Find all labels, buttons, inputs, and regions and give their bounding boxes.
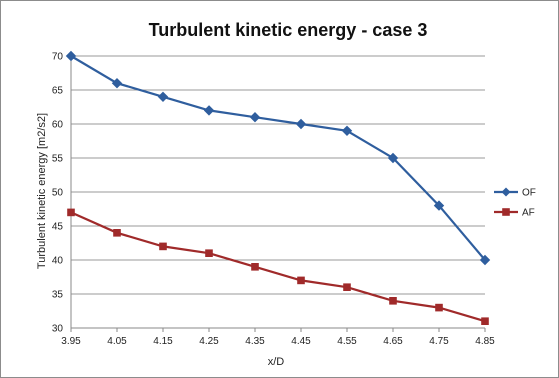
y-tick-label: 60 <box>52 120 64 131</box>
data-point <box>297 276 305 285</box>
x-tick-label: 4.55 <box>337 336 357 347</box>
data-point <box>65 50 77 62</box>
data-point <box>433 200 445 211</box>
y-tick-label: 70 <box>52 52 64 63</box>
data-point <box>479 254 491 266</box>
legend-item-af: AF <box>494 208 535 219</box>
x-tick-labels: 3.95 4.05 4.15 4.25 4.35 4.45 4.55 4.65 4.75 4.85 <box>61 336 495 347</box>
legend-marker <box>502 208 510 216</box>
y-tick-label: 50 <box>52 188 64 199</box>
y-tick-label: 65 <box>52 86 64 97</box>
y-tick-labels: 30 35 40 45 50 55 60 65 70 <box>52 52 64 335</box>
data-point <box>67 208 75 217</box>
series-line <box>70 211 486 323</box>
data-point <box>481 317 489 325</box>
x-tick-label: 4.75 <box>429 336 449 347</box>
series-af <box>67 208 489 325</box>
x-tick-label: 4.15 <box>153 336 173 347</box>
legend-label: OF <box>522 188 536 199</box>
data-point <box>343 283 351 291</box>
data-point <box>111 77 123 89</box>
data-point <box>387 152 399 164</box>
x-axis-label: x/D <box>268 356 285 368</box>
legend-item-of: OF <box>494 187 536 199</box>
x-tick-label: 4.25 <box>199 336 219 347</box>
series <box>65 50 491 325</box>
x-tick-label: 4.45 <box>291 336 311 347</box>
data-point <box>113 229 121 237</box>
chart-title: Turbulent kinetic energy - case 3 <box>149 20 428 40</box>
x-tick-label: 4.05 <box>107 336 127 347</box>
data-point <box>341 125 353 137</box>
series-line <box>70 55 486 261</box>
y-tick-label: 55 <box>52 154 64 165</box>
x-tick-label: 4.35 <box>245 336 265 347</box>
axes <box>70 56 486 332</box>
grid-lines <box>71 55 485 295</box>
x-tick-label: 3.95 <box>61 336 81 347</box>
data-point <box>435 303 443 312</box>
legend: OF AF <box>494 187 536 219</box>
data-point <box>203 105 215 116</box>
legend-marker <box>501 187 511 197</box>
y-tick-label: 35 <box>52 290 64 301</box>
data-point <box>205 249 213 257</box>
y-tick-label: 40 <box>52 256 64 267</box>
data-point <box>295 118 307 130</box>
legend-label: AF <box>522 208 535 219</box>
y-axis-label: Turbulent kinetic energy [m2/s2] <box>36 113 48 269</box>
x-tick-label: 4.65 <box>383 336 403 347</box>
data-point <box>389 297 397 305</box>
data-point <box>249 111 261 123</box>
data-point <box>159 242 167 251</box>
y-tick-label: 45 <box>52 222 64 233</box>
x-tick-label: 4.85 <box>475 336 495 347</box>
y-tick-label: 30 <box>52 324 64 335</box>
data-point <box>157 91 169 103</box>
series-of <box>65 50 491 266</box>
data-point <box>251 263 259 271</box>
